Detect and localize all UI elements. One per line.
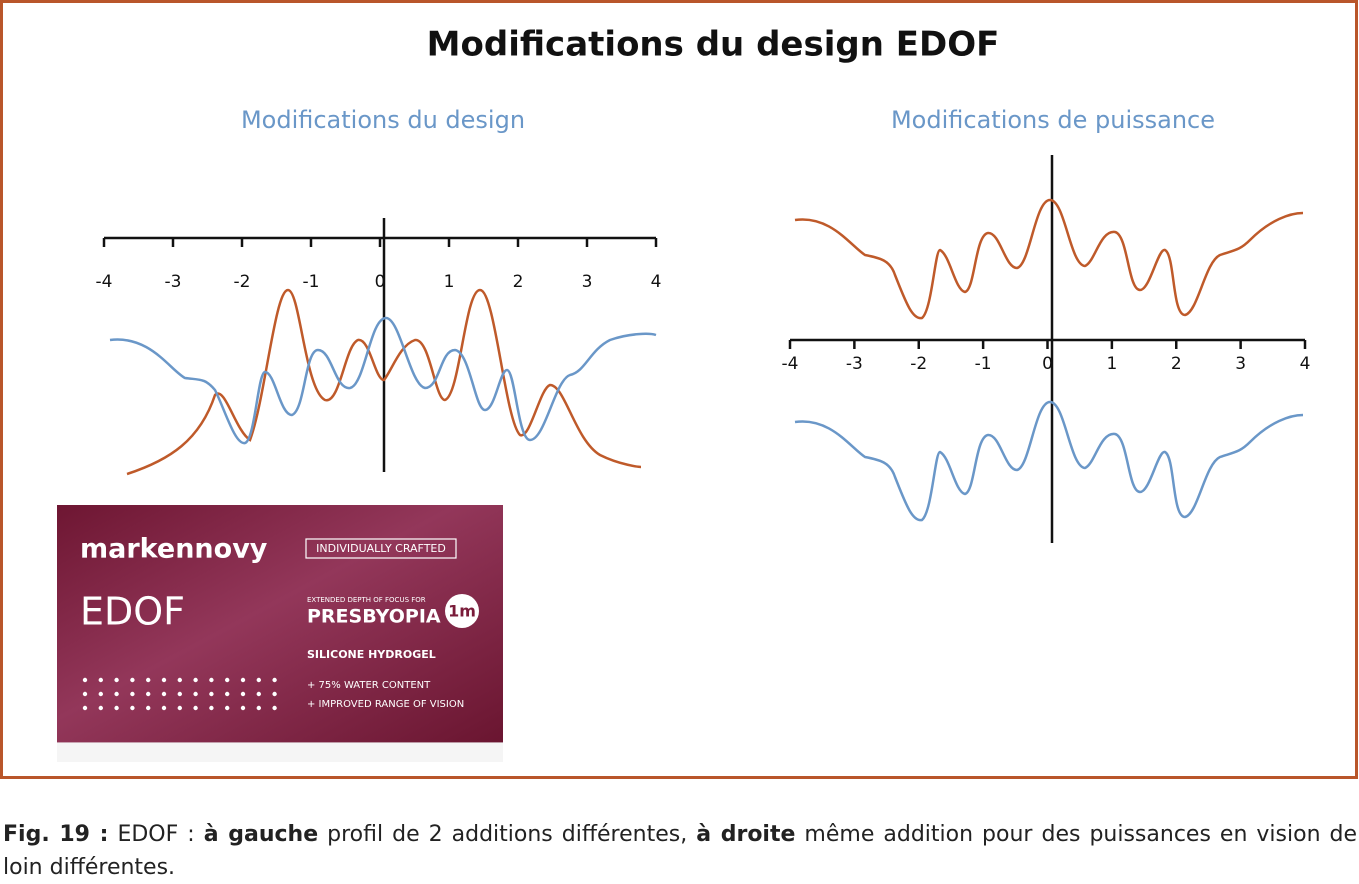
dot: [130, 705, 135, 711]
tick-label: -1: [975, 354, 992, 374]
dot: [114, 677, 119, 683]
tick-label: 4: [651, 272, 662, 292]
tick-label: -4: [782, 354, 799, 374]
left-subtitle: Modifications du design: [241, 106, 525, 134]
caption-bold: à gauche: [203, 822, 319, 847]
dot: [130, 691, 135, 697]
dot: [209, 691, 214, 697]
tick-label: 2: [1171, 354, 1182, 374]
figure: Modifications du design EDOF Modificatio…: [0, 0, 1358, 779]
dot: [209, 705, 214, 711]
box: [57, 505, 503, 743]
dot: [256, 677, 261, 683]
dot: [209, 677, 214, 683]
material: SILICONE HYDROGEL: [307, 648, 436, 661]
tick-label: -2: [234, 272, 251, 292]
dot: [256, 691, 261, 697]
badge: 1m: [448, 602, 476, 621]
dot: [193, 691, 198, 697]
tick-label: -3: [165, 272, 182, 292]
right-subtitle: Modifications de puissance: [891, 106, 1215, 134]
dot: [177, 677, 182, 683]
dot: [193, 677, 198, 683]
caption-bold: à droite: [696, 822, 796, 847]
tick-label: -4: [96, 272, 113, 292]
small-text: EXTENDED DEPTH OF FOCUS FOR: [307, 596, 426, 604]
tick-label: 3: [582, 272, 593, 292]
dot: [98, 705, 104, 711]
presbyopia: PRESBYOPIA: [307, 606, 441, 628]
dot: [256, 705, 261, 711]
dot: [193, 705, 198, 711]
dot: [82, 677, 88, 683]
dot: [146, 691, 151, 697]
tag: INDIVIDUALLY CRAFTED: [316, 542, 446, 555]
dot: [98, 677, 104, 683]
dot: [177, 705, 182, 711]
tick-label: 2: [513, 272, 524, 292]
tick-label: 4: [1300, 354, 1311, 374]
left-orange-curve: [126, 288, 642, 476]
dot: [161, 677, 167, 683]
dot: [161, 705, 167, 711]
dot: [240, 705, 246, 711]
frame: [0, 0, 1358, 779]
caption-label: Fig. 19 :: [3, 822, 109, 847]
tick-label: -1: [303, 272, 320, 292]
right-blue-curve: [794, 400, 1304, 522]
dot: [225, 705, 230, 711]
dot: [146, 677, 151, 683]
dot: [240, 677, 246, 683]
dot: [272, 705, 277, 711]
tick-label: 3: [1235, 354, 1246, 374]
box-shadow: [57, 742, 503, 762]
tick-label: 1: [1106, 354, 1117, 374]
dot: [177, 691, 182, 697]
brand: markennovy: [80, 534, 268, 565]
left-blue-curve: [109, 316, 657, 445]
dot: [240, 691, 246, 697]
dot: [272, 691, 277, 697]
tick-label: 0: [375, 272, 386, 292]
dot: [225, 691, 230, 697]
tick-label: -3: [846, 354, 863, 374]
dot: [82, 691, 88, 697]
axes: [102, 155, 1307, 543]
badge-circle: [445, 594, 479, 628]
dot: [82, 705, 88, 711]
feature: + 75% WATER CONTENT: [307, 680, 431, 691]
dot: [114, 691, 119, 697]
caption: Fig. 19 : EDOF : à gauche profil de 2 ad…: [3, 818, 1357, 884]
caption-text: profil de 2 additions différentes,: [318, 822, 697, 847]
dot: [272, 677, 277, 683]
caption-text: EDOF :: [108, 822, 204, 847]
feature: + IMPROVED RANGE OF VISION: [307, 699, 464, 710]
dot: [98, 691, 104, 697]
right-orange-curve: [794, 198, 1304, 320]
product-box: markennovy INDIVIDUALLY CRAFTED EDOF EXT…: [57, 505, 503, 762]
tag-box: [305, 538, 457, 559]
dots: [82, 677, 277, 711]
product-name: EDOF: [80, 590, 185, 634]
dot: [114, 705, 119, 711]
dot: [225, 677, 230, 683]
dot: [130, 677, 135, 683]
caption-text: même addition pour des puissances en vis…: [3, 822, 1358, 880]
title: Modifications du design EDOF: [427, 25, 1000, 65]
dot: [161, 691, 167, 697]
dot: [146, 705, 151, 711]
tick-label: 1: [444, 272, 455, 292]
tick-label: 0: [1042, 354, 1053, 374]
curves: [109, 198, 1304, 522]
tick-label: -2: [910, 354, 927, 374]
